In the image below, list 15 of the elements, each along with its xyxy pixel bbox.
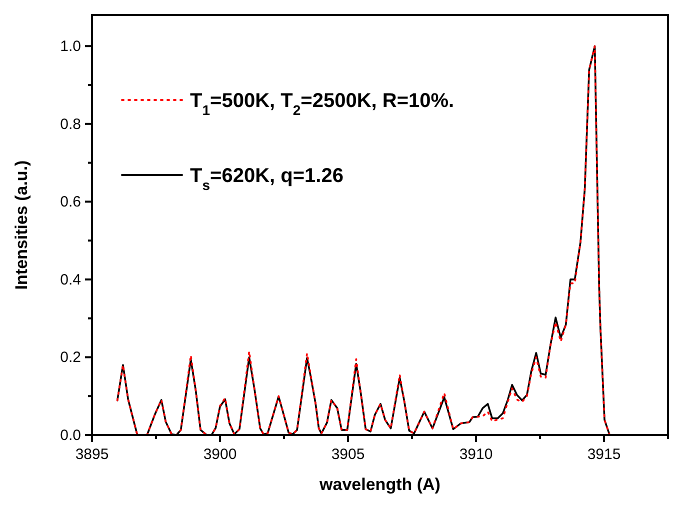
y-tick-label: 0.0 xyxy=(60,427,81,444)
y-axis-title: Intensities (a.u.) xyxy=(12,160,31,290)
y-tick-label: 0.6 xyxy=(60,194,81,211)
y-tick-label: 0.8 xyxy=(60,116,81,133)
y-tick-label: 1.0 xyxy=(60,38,81,56)
legend-label: T$_{s}$=620K, q=1.26 xyxy=(190,165,344,193)
x-axis-title: wavelength (A) xyxy=(318,475,440,494)
legend-label: T$_{1}$=500K, T$_{2}$=2500K, R=10%. xyxy=(190,90,454,118)
y-tick-label: 0.4 xyxy=(60,271,81,288)
y-tick-label: 0.2 xyxy=(60,349,81,366)
x-tick-label: 3910 xyxy=(459,446,493,463)
x-tick-label: 3900 xyxy=(203,446,237,463)
x-tick-label: 3915 xyxy=(587,446,621,463)
x-tick-label: 3905 xyxy=(331,446,365,463)
x-tick-label: 3895 xyxy=(75,446,109,463)
